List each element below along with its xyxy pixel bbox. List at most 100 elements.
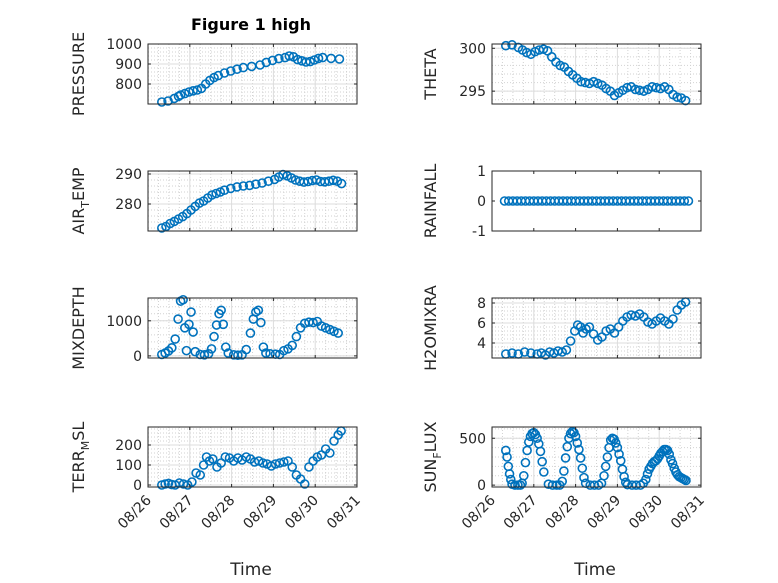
y-tick-label: 1000 — [106, 37, 142, 53]
data-point — [186, 307, 196, 317]
data-point — [515, 480, 526, 490]
y-tick-label: 290 — [115, 167, 142, 183]
data-point — [292, 54, 303, 65]
y-axis-label: PRESSURE — [69, 32, 88, 116]
data-point — [334, 54, 345, 64]
data-point — [619, 471, 629, 482]
data-point — [209, 331, 219, 342]
y-tick-label: 200 — [115, 438, 142, 454]
data-point — [579, 472, 589, 483]
data-point — [333, 328, 343, 338]
data-point — [261, 57, 272, 68]
data-point — [219, 68, 230, 78]
data-point — [156, 97, 167, 107]
data-point — [313, 53, 324, 64]
data-point — [232, 64, 242, 74]
data-point — [328, 175, 338, 186]
y-tick-label: 300 — [459, 41, 486, 57]
y-tick-label: 0 — [477, 194, 486, 210]
data-point — [308, 317, 318, 328]
data-point — [279, 457, 289, 467]
data-point — [225, 183, 236, 194]
data-point — [274, 53, 284, 64]
data-point — [284, 51, 295, 61]
y-tick-label: 0 — [133, 478, 142, 494]
data-point — [664, 449, 675, 459]
data-point — [559, 466, 569, 476]
data-point — [211, 188, 221, 199]
data-point — [219, 185, 230, 195]
data-point — [267, 55, 278, 66]
data-point — [672, 92, 682, 102]
data-point — [167, 343, 177, 353]
data-point — [258, 458, 268, 468]
data-point — [175, 90, 186, 100]
data-point — [565, 336, 576, 346]
axes-box — [491, 426, 702, 488]
data-point — [641, 474, 651, 485]
data-point — [263, 176, 274, 186]
data-point — [258, 342, 269, 352]
data-point — [233, 350, 243, 360]
y-axis-label: H2OMIXRA — [421, 285, 440, 371]
data-point — [668, 314, 678, 324]
y-tick-label: 800 — [115, 77, 142, 93]
subplot-mixdepth: 0 1000 MIXDEPTH — [69, 286, 358, 370]
data-point — [560, 453, 571, 463]
data-point — [575, 453, 586, 463]
data-point — [253, 305, 264, 316]
data-point — [612, 442, 623, 453]
data-point — [683, 196, 694, 206]
y-tick-label: 6 — [477, 316, 486, 332]
subplot-air-temp: 280 290 AIRTEMP — [69, 167, 358, 235]
data-point — [537, 456, 547, 467]
y-tick-label: 8 — [477, 296, 486, 312]
data-point — [535, 446, 546, 457]
data-point — [207, 454, 218, 464]
data-point — [188, 86, 198, 96]
y-tick-label: 0 — [477, 478, 486, 494]
data-point — [181, 345, 192, 356]
data-point — [610, 438, 621, 448]
data-point — [336, 178, 347, 189]
data-point — [532, 433, 542, 444]
data-point — [216, 305, 226, 316]
data-point — [173, 314, 183, 324]
data-point — [218, 319, 229, 330]
data-point — [225, 66, 236, 76]
data-point — [504, 469, 515, 479]
data-point — [681, 475, 691, 486]
axes-box — [147, 426, 358, 488]
x-axis-label-right: Time — [573, 560, 616, 580]
data-point — [622, 479, 633, 490]
data-point — [223, 348, 234, 358]
y-axis-label: AIRTEMP — [69, 167, 92, 234]
data-point — [309, 55, 320, 65]
data-point — [614, 449, 624, 459]
data-point — [519, 347, 530, 357]
y-tick-label: 295 — [459, 84, 486, 100]
data-point — [602, 452, 613, 462]
data-point — [241, 344, 252, 355]
data-point — [244, 180, 255, 191]
data-point — [206, 344, 217, 354]
data-point — [195, 470, 206, 480]
data-point — [192, 85, 203, 95]
data-point — [577, 463, 588, 474]
y-tick-label: 500 — [459, 431, 486, 447]
data-point — [547, 480, 558, 490]
data-point — [325, 448, 335, 458]
data-point — [199, 350, 210, 360]
data-point — [600, 461, 611, 472]
data-point — [156, 223, 167, 233]
x-axis-label-left: Time — [229, 560, 272, 580]
y-axis-label: THETA — [421, 48, 440, 100]
data-point — [187, 477, 197, 487]
subplot-theta: 295 300 THETA — [421, 40, 702, 106]
data-point — [667, 458, 678, 469]
y-tick-label: 900 — [115, 57, 142, 73]
y-tick-label: 1 — [477, 164, 486, 180]
data-point — [561, 345, 572, 355]
data-point — [184, 319, 194, 330]
